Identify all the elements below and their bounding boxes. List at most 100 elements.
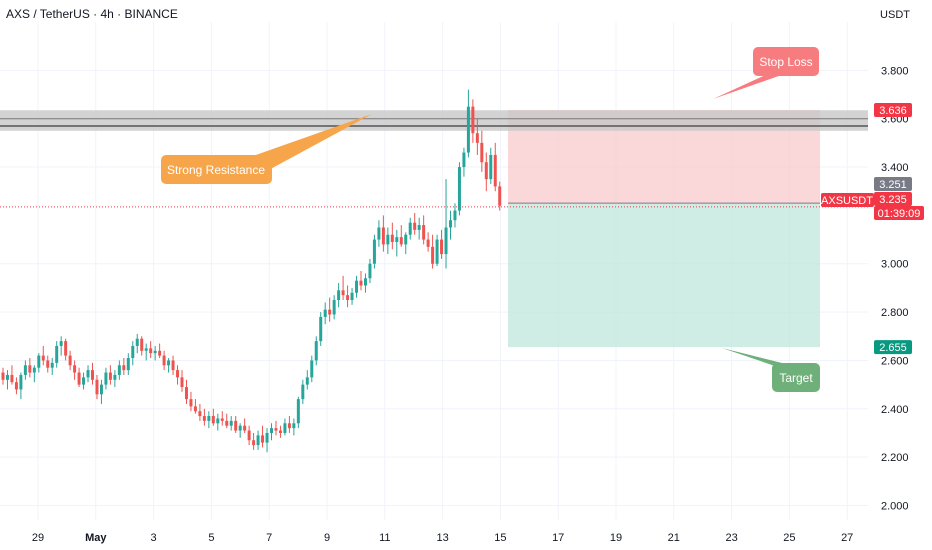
candle (314, 336, 318, 366)
target-text: Target (779, 371, 813, 385)
candle (198, 403, 202, 421)
candle (10, 365, 14, 385)
candle (457, 162, 461, 216)
x-tick-label: 5 (208, 532, 214, 544)
y-tick-label: 3.000 (881, 259, 909, 271)
x-tick-label: 27 (841, 532, 853, 544)
x-tick-label: 11 (379, 532, 390, 544)
candle (453, 203, 457, 228)
stop-loss-text: Stop Loss (759, 55, 812, 69)
candle (484, 152, 488, 192)
countdown-label: 01:39:09 (878, 208, 921, 220)
candle (113, 370, 117, 388)
stop-price-badge (874, 102, 912, 117)
entry-price-badge (874, 177, 912, 191)
target-callout (772, 363, 820, 392)
candle (417, 217, 421, 240)
x-tick-label: 29 (32, 532, 44, 544)
candle (14, 377, 18, 395)
candle (117, 360, 121, 380)
candle (126, 353, 130, 375)
candle (37, 353, 41, 373)
x-tick-label: 19 (610, 532, 622, 544)
candle (243, 418, 247, 433)
candle (108, 365, 112, 385)
candle (68, 350, 72, 371)
candle (184, 379, 188, 404)
candle (104, 367, 108, 390)
candle (225, 413, 229, 429)
candle (323, 302, 327, 325)
candle (440, 229, 444, 259)
resistance-callout (161, 155, 272, 184)
candle (171, 355, 175, 375)
candle (422, 215, 426, 245)
candle (1, 367, 5, 385)
candle (153, 345, 157, 361)
candle (19, 372, 23, 400)
candle (292, 418, 296, 436)
resistance-text: Strong Resistance (167, 163, 265, 177)
candle (435, 234, 439, 267)
candle (41, 345, 45, 366)
candle (180, 370, 184, 392)
candle (368, 258, 372, 284)
candle (95, 374, 99, 400)
candle (287, 416, 291, 433)
candle (176, 365, 180, 385)
y-tick-label: 3.800 (881, 65, 909, 77)
candle (359, 271, 363, 291)
candle (274, 420, 278, 436)
x-tick-label: 17 (552, 532, 564, 544)
candle (346, 285, 350, 308)
candle (363, 273, 367, 293)
candle (91, 362, 94, 385)
candle (310, 355, 314, 383)
candle (59, 336, 63, 356)
candle (431, 234, 435, 269)
stop-loss-callout (753, 47, 819, 76)
candle (471, 99, 475, 143)
candle (493, 142, 497, 192)
candle (399, 225, 403, 247)
x-tick-label: 7 (266, 532, 272, 544)
y-tick-label: 3.400 (881, 162, 909, 174)
candle (216, 413, 220, 431)
x-tick-label: 3 (151, 532, 157, 544)
symbol-label: AXSUSDT (821, 195, 873, 207)
candle (55, 341, 59, 368)
candle (305, 370, 309, 390)
y-tick-label: 2.800 (881, 307, 909, 319)
candle (270, 423, 273, 441)
countdown-badge (874, 206, 924, 220)
candle (372, 234, 376, 269)
candle (261, 425, 265, 448)
candle (64, 338, 68, 361)
candle (386, 227, 390, 255)
target-zone (508, 203, 820, 348)
candle (140, 336, 144, 356)
candle (444, 179, 448, 269)
candle (278, 425, 282, 438)
candle (341, 275, 345, 301)
candle (252, 432, 256, 450)
y-tick-label: 2.600 (881, 355, 909, 367)
target-price-label: 2.655 (879, 342, 907, 354)
candle (475, 118, 479, 155)
candle (77, 367, 81, 388)
candle (377, 220, 381, 247)
candle (5, 370, 9, 390)
candle (283, 418, 287, 436)
candle (207, 411, 211, 429)
candle (158, 343, 162, 359)
candle (202, 408, 206, 426)
candle (480, 130, 484, 172)
candle (82, 372, 86, 390)
candle (256, 430, 260, 450)
candle (390, 222, 394, 250)
candle (28, 358, 32, 378)
candle (135, 333, 139, 354)
candle (332, 295, 336, 320)
